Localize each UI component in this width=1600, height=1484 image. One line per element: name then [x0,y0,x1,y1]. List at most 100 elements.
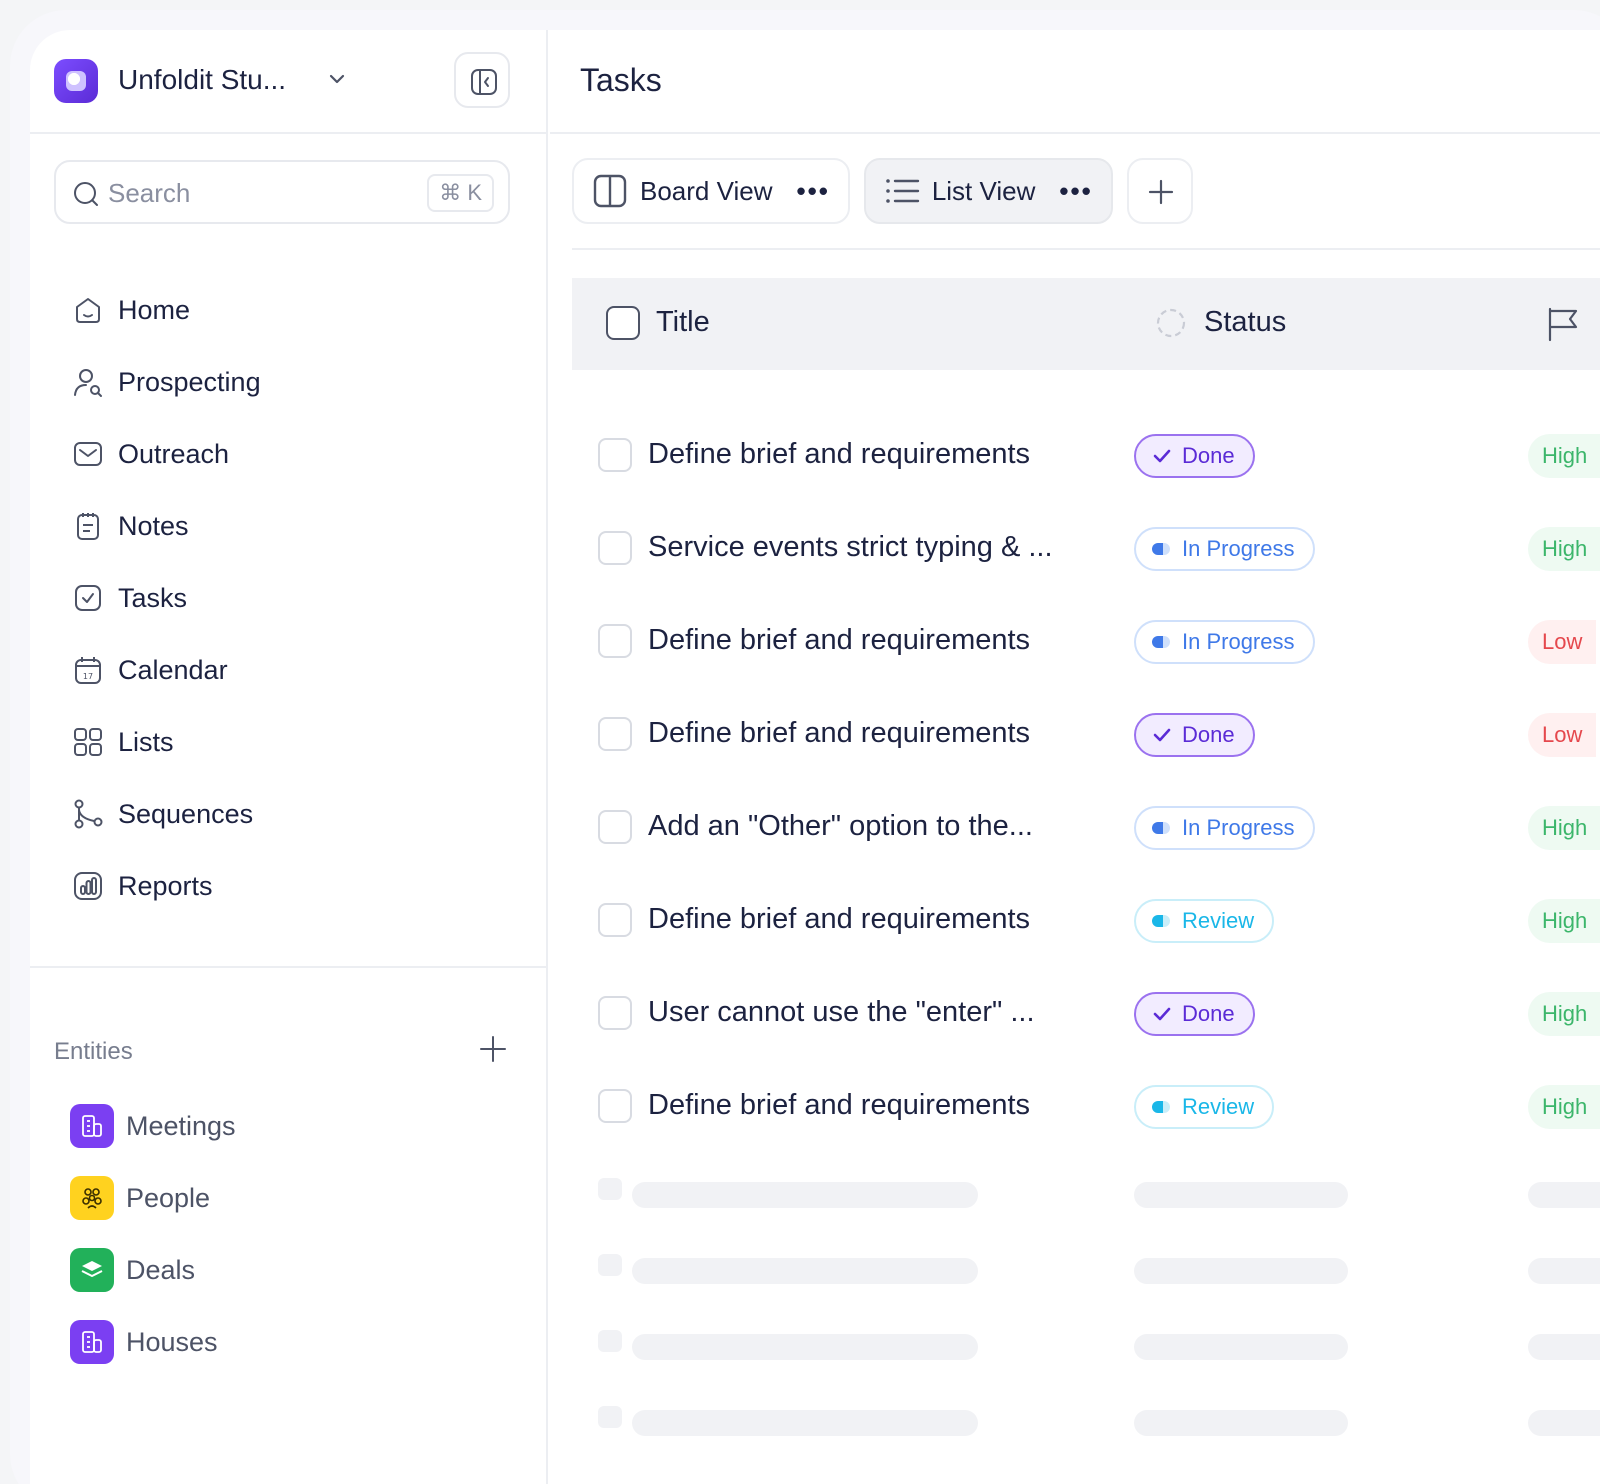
board-icon [593,174,627,208]
priority-badge[interactable]: Low [1528,620,1597,664]
task-title[interactable]: Service events strict typing & ... [648,531,1053,563]
home-icon [70,292,106,328]
plus-icon [1148,179,1173,205]
entities-list: Meetings People Deals Houses [70,1090,236,1378]
task-title[interactable]: User cannot use the "enter" ... [648,996,1035,1028]
sidebar-item-label: Calendar [118,654,228,685]
sidebar-item-notes[interactable]: Notes [70,490,510,562]
task-title[interactable]: Define brief and requirements [648,624,1031,656]
entity-label: Meetings [126,1110,236,1141]
sidebar-item-label: Home [118,294,191,325]
task-title[interactable]: Define brief and requirements [648,717,1031,749]
status-badge[interactable]: Review [1134,899,1275,943]
status-badge[interactable]: In Progress [1134,620,1315,664]
priority-badge[interactable]: High [1528,806,1600,850]
priority-badge[interactable]: High [1528,992,1600,1036]
view-tabs: Board View ••• List View ••• [572,158,1193,224]
priority-badge[interactable]: High [1528,527,1600,571]
task-table-body: Define brief and requirements Done High Ser… [572,408,1600,1152]
search-input[interactable] [108,176,408,210]
add-view-button[interactable] [1126,158,1193,224]
status-badge[interactable]: In Progress [1134,806,1315,850]
sequence-icon [70,796,106,832]
priority-badge[interactable]: Low [1528,713,1597,757]
sidebar-collapse-icon [471,69,497,95]
workspace-logo[interactable] [54,59,98,103]
search-box[interactable]: ⌘ K [54,160,510,224]
sidebar-item-prospecting[interactable]: Prospecting [70,346,510,418]
row-checkbox[interactable] [598,810,632,844]
table-row[interactable]: Define brief and requirements Review High [572,873,1600,966]
building-icon [70,1320,114,1364]
status-badge[interactable]: Review [1134,1085,1275,1129]
sidebar-item-home[interactable]: Home [70,274,510,346]
status-label: Review [1182,1094,1255,1119]
entity-item-meetings[interactable]: Meetings [70,1090,236,1162]
grid-icon [70,724,106,760]
table-row[interactable]: Define brief and requirements Done High [572,408,1600,501]
more-options-icon[interactable]: ••• [796,175,830,206]
people-icon [70,1176,114,1220]
main-panel: Tasks Board View ••• List View ••• Title… [550,30,1600,1484]
table-row[interactable]: Add an "Other" option to the... In Progre… [572,780,1600,873]
entity-item-houses[interactable]: Houses [70,1306,236,1378]
sidebar-item-label: Notes [118,510,189,541]
priority-badge[interactable]: High [1528,1085,1600,1129]
table-row[interactable]: Define brief and requirements Review High [572,1059,1600,1152]
tab-list-view[interactable]: List View ••• [863,158,1113,224]
skeleton-row [572,1178,1600,1254]
row-checkbox[interactable] [598,1089,632,1123]
check-icon [1153,1007,1171,1021]
entity-item-deals[interactable]: Deals [70,1234,236,1306]
column-header-title[interactable]: Title [656,306,710,338]
sidebar-item-reports[interactable]: Reports [70,850,510,922]
entity-item-people[interactable]: People [70,1162,236,1234]
status-badge[interactable]: Done [1134,992,1255,1036]
task-title[interactable]: Define brief and requirements [648,903,1031,935]
flag-icon [1548,307,1578,342]
table-row[interactable]: Define brief and requirements Done Low [572,687,1600,780]
status-badge[interactable]: Done [1134,434,1255,478]
row-checkbox[interactable] [598,531,632,565]
more-options-icon[interactable]: ••• [1059,175,1093,206]
status-label: In Progress [1182,815,1295,840]
status-badge[interactable]: Done [1134,713,1255,757]
table-row[interactable]: Define brief and requirements In Progress… [572,594,1600,687]
select-all-checkbox[interactable] [606,306,640,340]
row-checkbox[interactable] [598,996,632,1030]
row-checkbox[interactable] [598,717,632,751]
status-dot-icon [1152,543,1170,555]
sidebar-item-lists[interactable]: Lists [70,706,510,778]
check-icon [1153,449,1171,463]
task-title[interactable]: Define brief and requirements [648,438,1031,470]
skeleton-row [572,1254,1600,1330]
sidebar-item-label: Sequences [118,798,254,829]
layers-icon [70,1248,114,1292]
row-checkbox[interactable] [598,438,632,472]
priority-badge[interactable]: High [1528,899,1600,943]
sidebar-item-outreach[interactable]: Outreach [70,418,510,490]
app-window: Unfoldit Stu... ⌘ K [30,30,1600,1484]
table-row[interactable]: User cannot use the "enter" ... Done High [572,966,1600,1059]
priority-badge[interactable]: High [1528,434,1600,478]
status-badge[interactable]: In Progress [1134,527,1315,571]
task-title[interactable]: Define brief and requirements [648,1089,1031,1121]
row-checkbox[interactable] [598,624,632,658]
workspace-header: Unfoldit Stu... [30,30,546,134]
row-checkbox[interactable] [598,903,632,937]
add-entity-icon[interactable] [478,1034,508,1064]
sidebar-divider [30,966,546,968]
sidebar-item-calendar[interactable]: 17 Calendar [70,634,510,706]
sidebar-item-tasks[interactable]: Tasks [70,562,510,634]
table-header: Title Status [572,278,1600,370]
collapse-sidebar-button[interactable] [454,52,510,108]
chevron-down-icon[interactable] [326,68,348,90]
sidebar-item-sequences[interactable]: Sequences [70,778,510,850]
task-title[interactable]: Add an "Other" option to the... [648,810,1033,842]
workspace-name[interactable]: Unfoldit Stu... [118,64,287,95]
tab-board-view[interactable]: Board View ••• [572,158,850,224]
list-icon [886,179,920,203]
sidebar-item-label: Prospecting [118,366,261,397]
column-header-status[interactable]: Status [1204,306,1287,338]
table-row[interactable]: Service events strict typing & ... In Pro… [572,501,1600,594]
